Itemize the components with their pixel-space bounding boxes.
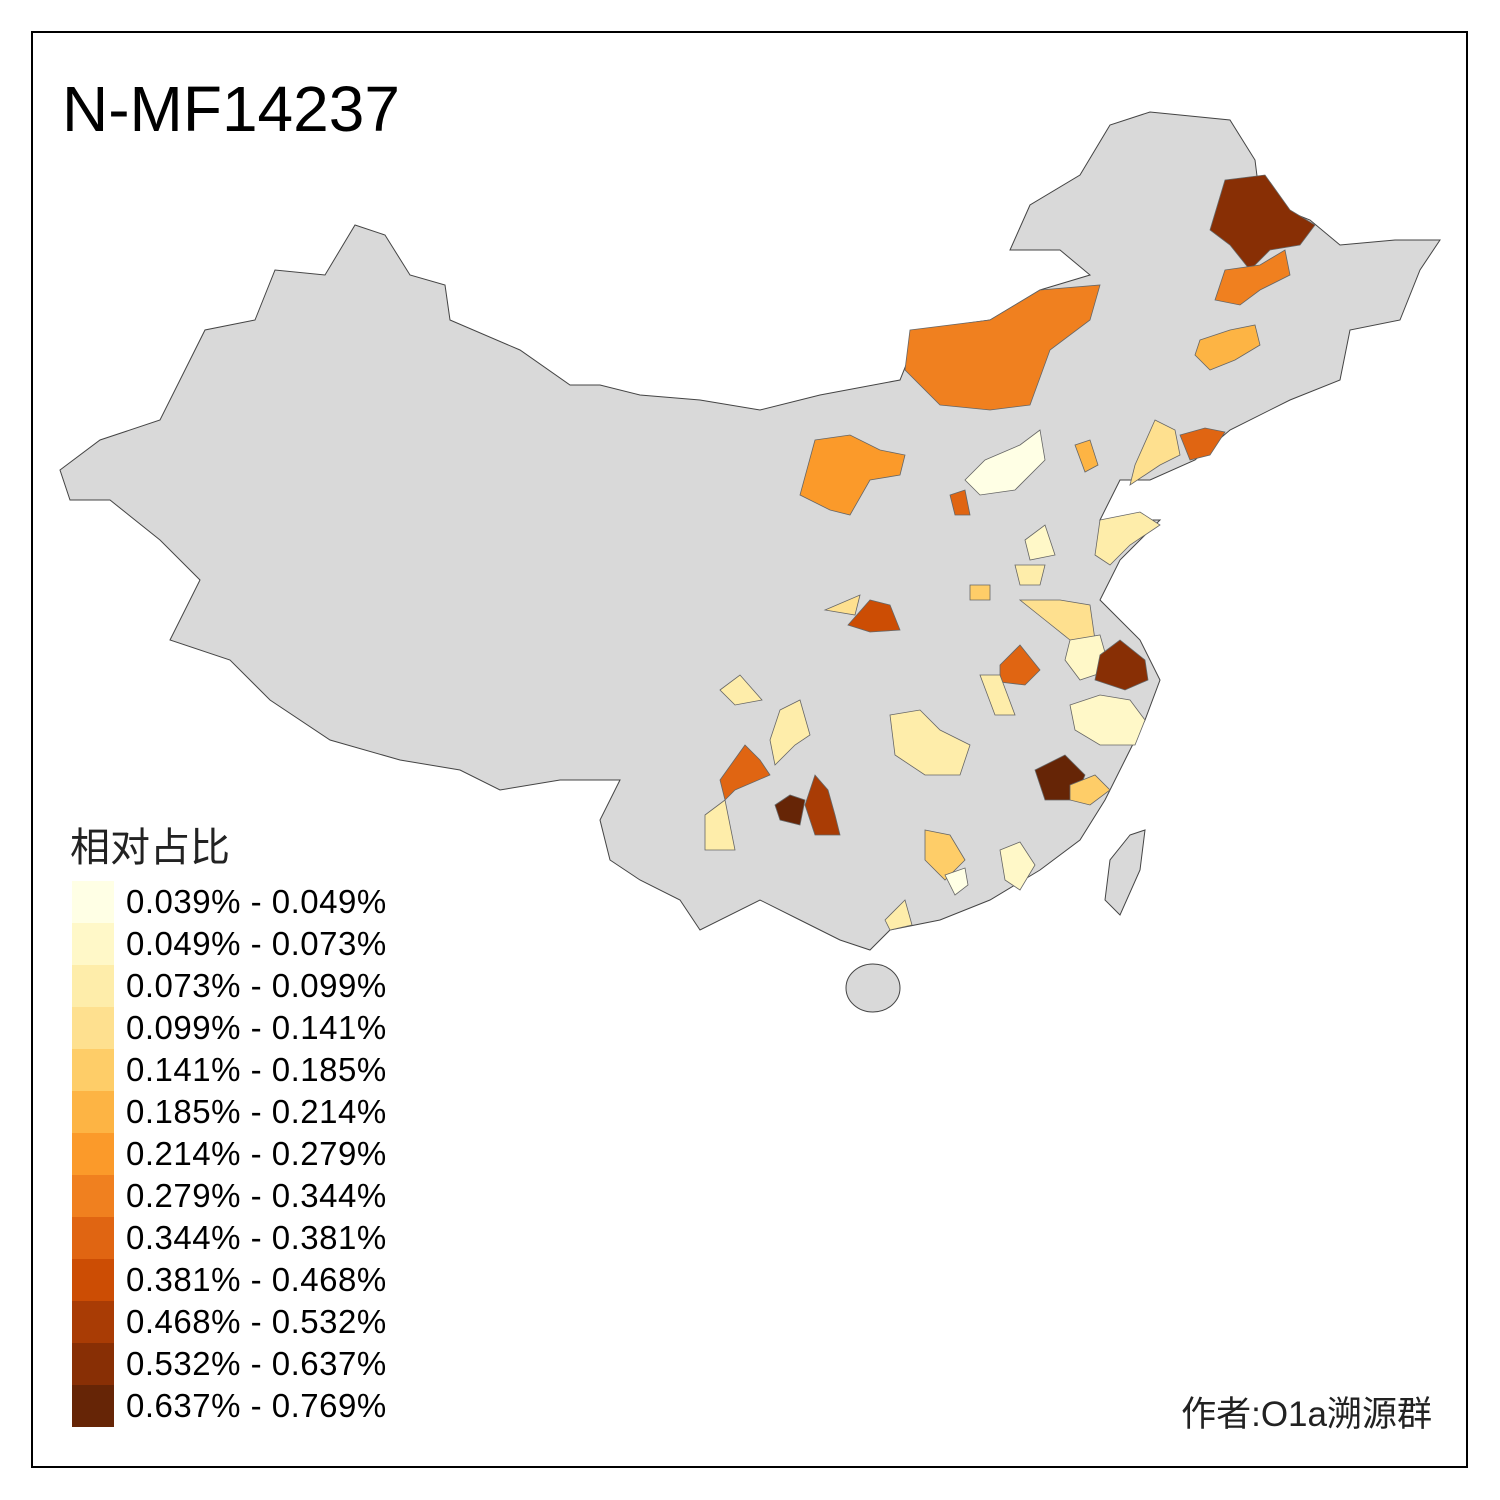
city-region	[1094, 639, 1149, 691]
legend-label: 0.344% - 0.381%	[126, 1219, 387, 1256]
city-region	[1024, 524, 1056, 561]
legend-item: 0.099% - 0.141%	[72, 1007, 387, 1049]
city-region	[774, 794, 806, 826]
city-region	[964, 429, 1046, 496]
city-region	[1074, 439, 1099, 473]
legend-item: 0.468% - 0.532%	[72, 1301, 387, 1343]
city-region	[1214, 249, 1291, 306]
city-region	[1069, 774, 1111, 806]
city-region	[979, 674, 1016, 716]
legend-item: 0.049% - 0.073%	[72, 923, 387, 965]
legend-item: 0.637% - 0.769%	[72, 1385, 387, 1427]
author-credit: 作者:O1a溯源群	[1181, 1395, 1432, 1434]
legend-label: 0.099% - 0.141%	[126, 1009, 387, 1046]
legend-item: 0.039% - 0.049%	[72, 881, 387, 923]
legend-swatch	[72, 1175, 114, 1217]
legend-item: 0.185% - 0.214%	[72, 1091, 387, 1133]
city-region	[1194, 324, 1261, 371]
legend-item: 0.141% - 0.185%	[72, 1049, 387, 1091]
legend-label: 0.468% - 0.532%	[126, 1303, 387, 1340]
legend-label: 0.049% - 0.073%	[126, 925, 387, 962]
legend-label: 0.141% - 0.185%	[126, 1051, 387, 1088]
legend-label: 0.279% - 0.344%	[126, 1177, 387, 1214]
city-region	[1129, 419, 1181, 486]
legend: 0.039% - 0.049% 0.049% - 0.073% 0.073% - 0…	[72, 881, 387, 1427]
legend-swatch	[72, 1259, 114, 1301]
legend-swatch	[72, 1091, 114, 1133]
legend-label: 0.214% - 0.279%	[126, 1135, 387, 1172]
legend-item: 0.073% - 0.099%	[72, 965, 387, 1007]
city-region	[704, 799, 736, 851]
city-region	[1014, 564, 1046, 586]
map-frame	[31, 31, 1468, 1468]
city-region	[823, 594, 861, 616]
city-region	[799, 434, 906, 516]
legend-label: 0.532% - 0.637%	[126, 1345, 387, 1382]
legend-label: 0.381% - 0.468%	[126, 1261, 387, 1298]
legend-swatch	[72, 965, 114, 1007]
city-region	[1179, 427, 1226, 461]
legend-swatch	[72, 923, 114, 965]
city-region	[889, 709, 971, 776]
city-region	[999, 841, 1036, 891]
legend-label: 0.185% - 0.214%	[126, 1093, 387, 1130]
legend-item: 0.381% - 0.468%	[72, 1259, 387, 1301]
legend-item: 0.214% - 0.279%	[72, 1133, 387, 1175]
legend-swatch	[72, 1049, 114, 1091]
legend-swatch	[72, 1301, 114, 1343]
legend-label: 0.637% - 0.769%	[126, 1387, 387, 1424]
city-region	[1094, 511, 1161, 566]
taiwan-outline	[1104, 829, 1146, 916]
city-region	[904, 284, 1101, 411]
hainan-outline	[845, 963, 901, 1013]
legend-swatch	[72, 881, 114, 923]
legend-swatch	[72, 1217, 114, 1259]
city-region	[847, 599, 901, 633]
city-region	[719, 674, 763, 706]
map-title: N-MF14237	[62, 73, 400, 145]
legend-swatch	[72, 1385, 114, 1427]
legend-swatch	[72, 1133, 114, 1175]
legend-label: 0.073% - 0.099%	[126, 967, 387, 1004]
city-region	[1209, 174, 1316, 271]
legend-item: 0.532% - 0.637%	[72, 1343, 387, 1385]
city-region	[969, 584, 991, 601]
city-region	[884, 899, 913, 931]
city-region	[949, 489, 971, 516]
legend-swatch	[72, 1343, 114, 1385]
legend-item: 0.279% - 0.344%	[72, 1175, 387, 1217]
city-region	[924, 829, 966, 881]
city-region	[769, 699, 811, 766]
legend-title: 相对占比	[70, 826, 230, 870]
legend-swatch	[72, 1007, 114, 1049]
legend-item: 0.344% - 0.381%	[72, 1217, 387, 1259]
city-region	[804, 774, 841, 836]
city-region	[1069, 694, 1146, 746]
city-region	[944, 867, 969, 896]
legend-label: 0.039% - 0.049%	[126, 883, 387, 920]
